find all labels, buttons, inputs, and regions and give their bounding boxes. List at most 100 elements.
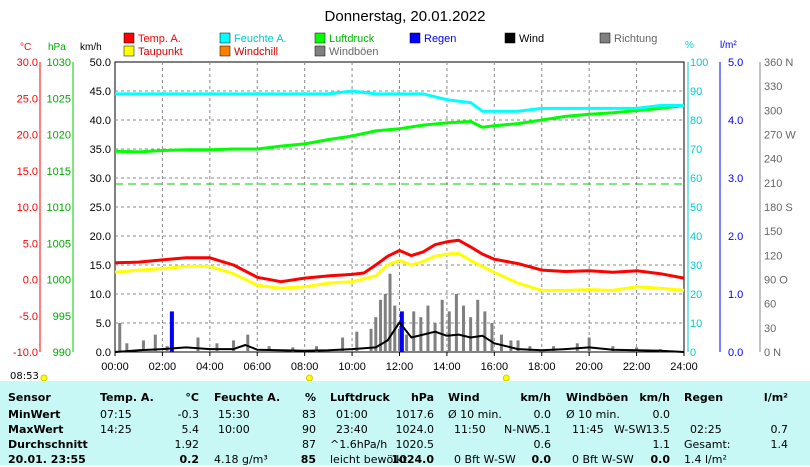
- wind-max: 5.1: [533, 423, 552, 436]
- gust-bar: [383, 294, 387, 352]
- direction-tick-label: 210: [764, 178, 782, 190]
- series-line-temp-a: [114, 238, 685, 284]
- gust-bar: [355, 331, 359, 352]
- gust-bar: [196, 337, 200, 352]
- gust-bar: [246, 334, 250, 352]
- pressure-avg: 1020.5: [395, 438, 435, 451]
- humidity-tick-label: 70: [690, 144, 702, 156]
- humidity-header-unit: %: [304, 391, 316, 404]
- wind-tick-label: 0.0: [96, 347, 111, 359]
- rain-tick-label: 1.0: [728, 289, 743, 301]
- temp-last: 0.2: [179, 453, 200, 466]
- gust-bar: [315, 346, 319, 352]
- gust-bar: [215, 343, 219, 352]
- legend-swatch: [219, 45, 231, 57]
- rain-max-time: 02:25: [690, 423, 722, 436]
- wind-tick-label: 20.0: [90, 231, 111, 243]
- series-line-wind: [114, 321, 685, 353]
- legend-label: Regen: [424, 33, 456, 45]
- humidity-tick-label: 20: [690, 289, 702, 301]
- legend-swatch: [504, 32, 516, 44]
- gusts-header-unit: km/h: [639, 391, 670, 404]
- gust-bar: [499, 334, 503, 352]
- humidity-last-extra: 4.18 g/m³: [214, 453, 268, 466]
- legend-swatch: [314, 32, 326, 44]
- temp-tick-label: 30.0: [17, 57, 38, 69]
- max-label: MaxWert: [8, 423, 64, 436]
- direction-tick-label: 0 N: [764, 347, 781, 359]
- gust-bar: [587, 337, 591, 352]
- direction-tick-label: 180 S: [764, 202, 793, 214]
- pressure-tick-label: 1030: [47, 57, 71, 69]
- direction-tick-label: 240: [764, 154, 782, 166]
- humidity-last: 85: [300, 453, 316, 466]
- humidity-tick-label: 60: [690, 173, 702, 185]
- summary-wind: Wind km/h Ø 10 min. 0.0 11:50 N-NW 5.1 0.6 0…: [444, 381, 557, 466]
- x-tick-label: 18:00: [528, 361, 556, 373]
- gusts-last-extra: 0 Bft W-SW: [572, 453, 634, 466]
- gust-bar: [433, 323, 437, 352]
- gust-bar: [153, 334, 157, 352]
- gust-bar: [369, 328, 373, 352]
- summary-panel: Sensor MinWert MaxWert Durchschnitt 20.0…: [0, 381, 810, 466]
- humidity-max: 90: [302, 423, 316, 436]
- temp-tick-label: 20.0: [17, 130, 38, 142]
- legend-swatch: [219, 32, 231, 44]
- weather-chart: Donnerstag, 20.01.2022 Temp. A. Feuchte A…: [13, 8, 796, 381]
- pressure-max: 1024.0: [395, 423, 435, 436]
- x-tick-label: 24:00: [670, 361, 698, 373]
- gust-bar: [388, 273, 392, 352]
- humidity-tick-label: 30: [690, 260, 702, 272]
- wind-tick-label: 45.0: [90, 86, 111, 98]
- pressure-max-time: 23:40: [336, 423, 368, 436]
- gust-bar: [490, 323, 494, 352]
- rain-total: 1.4: [770, 438, 789, 451]
- gusts-header: Windböen: [566, 391, 629, 404]
- pressure-tick-label: 1000: [47, 275, 71, 287]
- gusts-min: 0.0: [652, 408, 671, 421]
- summary-labels: Sensor MinWert MaxWert Durchschnitt 20.0…: [0, 381, 95, 466]
- x-tick-label: 10:00: [338, 361, 366, 373]
- pressure-min: 1017.6: [395, 408, 435, 421]
- temp-tick-label: -5.0: [19, 311, 38, 323]
- wind-avg-window: Ø 10 min.: [448, 408, 502, 421]
- pressure-tick-label: 1020: [47, 130, 71, 142]
- wind-tick-label: 50.0: [90, 57, 111, 69]
- wind-tick-label: 40.0: [90, 115, 111, 127]
- wind-tick-label: 30.0: [90, 173, 111, 185]
- rain-unit: l/m²: [720, 40, 737, 51]
- legend-swatch: [314, 45, 326, 57]
- humidity-avg: 87: [302, 438, 316, 451]
- humidity-tick-label: 90: [690, 86, 702, 98]
- pressure-forecast: leicht bewölkt: [330, 453, 407, 466]
- gusts-avg: 1.1: [652, 438, 671, 451]
- legend-swatch: [123, 45, 135, 57]
- temp-header-unit: °C: [185, 391, 199, 404]
- direction-tick-label: 30: [764, 323, 776, 335]
- series-line-taupunkt: [114, 251, 685, 292]
- x-tick-label: 16:00: [481, 361, 509, 373]
- wind-header: Wind: [448, 391, 480, 404]
- gusts-avg-window: Ø 10 min.: [566, 408, 620, 421]
- x-tick-label: 04:00: [196, 361, 224, 373]
- pressure-trend: ^1.6hPa/h: [330, 438, 388, 451]
- summary-humidity: Feuchte A.% 15:30 83 10:00 90 87 4.18 g/m³…: [210, 381, 322, 466]
- min-label: MinWert: [8, 408, 61, 421]
- wind-tick-label: 25.0: [90, 202, 111, 214]
- wind-tick-label: 15.0: [90, 260, 111, 272]
- legend-label: Richtung: [614, 33, 657, 45]
- legend-label: Windchill: [234, 46, 278, 58]
- gust-bar: [232, 340, 236, 352]
- humidity-tick-label: 40: [690, 231, 702, 243]
- pressure-tick-label: 990: [53, 347, 71, 359]
- legend-label: Wind: [519, 33, 544, 45]
- rain-tick-label: 0.0: [728, 347, 743, 359]
- temp-header: Temp. A.: [100, 391, 154, 404]
- x-tick-label: 14:00: [433, 361, 461, 373]
- humidity-tick-label: 100: [690, 57, 708, 69]
- series-line-feuchte-a: [115, 89, 684, 113]
- temp-min-time: 07:15: [100, 408, 132, 421]
- pressure-tick-label: 1005: [47, 238, 71, 250]
- sunset-marker: [502, 374, 510, 381]
- humidity-tick-label: 0: [690, 347, 696, 359]
